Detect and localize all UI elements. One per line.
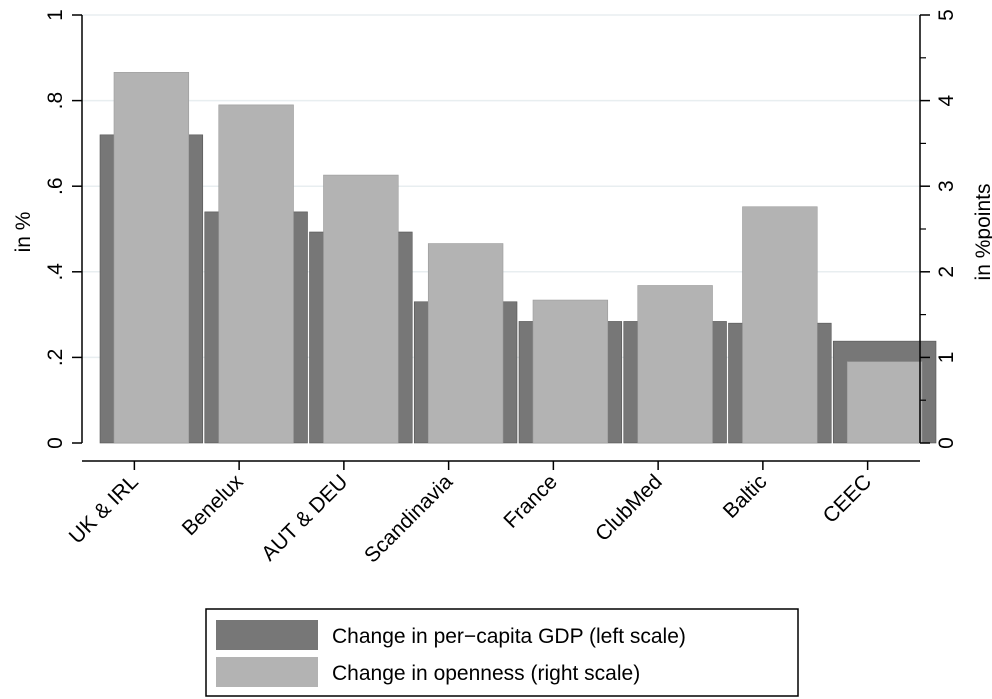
legend-label-openness: Change in openness (right scale) <box>332 662 640 685</box>
bar-openness-3 <box>427 243 504 444</box>
bar-openness-0 <box>113 72 190 444</box>
legend-swatch-gdp <box>216 620 318 650</box>
y-right-tick-label-1: 1 <box>935 352 958 364</box>
x-tick-label-4: France <box>499 470 561 532</box>
bar-openness-5 <box>637 285 713 444</box>
y-right-tick-label-2: 2 <box>935 266 958 278</box>
legend-swatch-openness <box>216 657 318 687</box>
x-tick-label-7: CEEC <box>819 470 877 528</box>
bar-openness-1 <box>218 104 294 444</box>
y-axis-right-title: in %points <box>972 184 992 281</box>
y-axis-left-title: in % <box>12 212 35 253</box>
bar-openness-4 <box>532 299 609 444</box>
y-right-tick-label-0: 0 <box>935 437 958 449</box>
y-right-tick-label-5: 5 <box>935 9 958 21</box>
x-tick-label-0: UK & IRL <box>65 470 143 548</box>
y-left-tick-label-5: 1 <box>44 9 67 21</box>
y-left-tick-label-1: .2 <box>44 349 67 367</box>
y-left-tick-label-0: 0 <box>44 437 67 449</box>
legend: Change in per−capita GDP (left scale) Ch… <box>205 608 799 697</box>
bar-openness-7 <box>846 361 923 444</box>
x-tick-label-5: ClubMed <box>591 470 667 546</box>
x-tick-label-1: Benelux <box>178 470 248 540</box>
x-tick-label-6: Baltic <box>719 470 772 523</box>
legend-label-gdp: Change in per−capita GDP (left scale) <box>332 625 686 648</box>
x-tick-label-2: AUT & DEU <box>257 470 352 565</box>
y-left-tick-label-3: .6 <box>44 177 67 195</box>
y-right-tick-label-3: 3 <box>935 180 958 192</box>
y-left-tick-label-4: .8 <box>44 92 67 110</box>
x-tick-label-3: Scandinavia <box>360 470 457 567</box>
y-left-tick-label-2: .4 <box>44 263 67 281</box>
series-openness-bars <box>113 72 923 444</box>
bar-openness-2 <box>323 174 399 444</box>
y-right-tick-label-4: 4 <box>935 94 958 106</box>
bar-openness-6 <box>742 206 818 444</box>
